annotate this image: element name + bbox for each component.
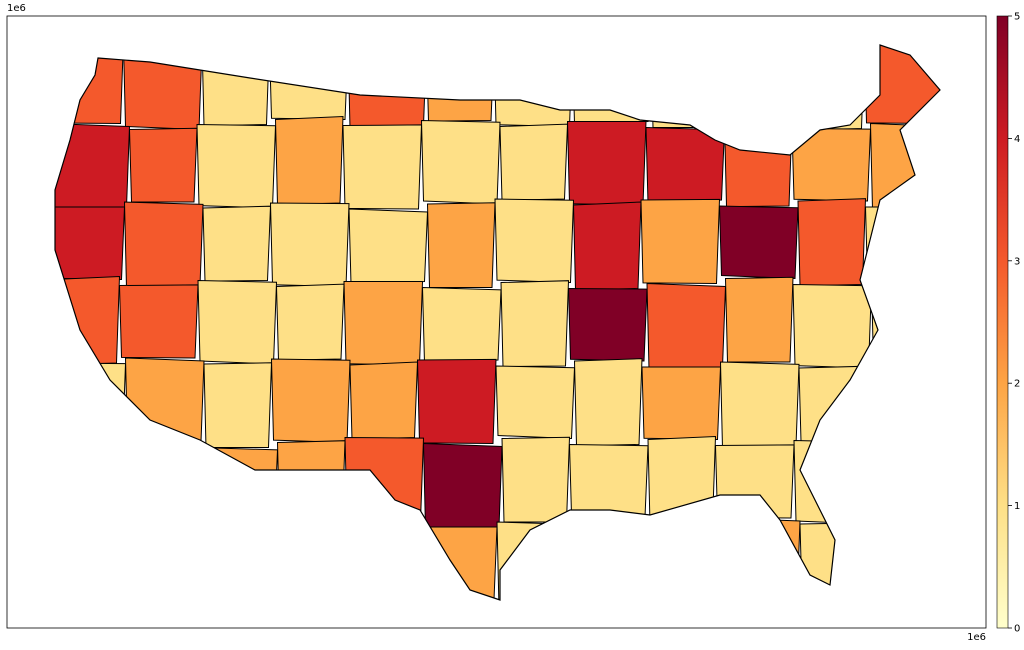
region: [198, 446, 279, 524]
region: [501, 436, 571, 523]
region: [276, 440, 346, 528]
region: [417, 526, 498, 600]
region: [275, 283, 345, 361]
region: [193, 518, 274, 600]
region: [494, 198, 575, 284]
region: [55, 122, 131, 210]
region: [347, 45, 428, 130]
region: [202, 205, 272, 282]
colorbar-tick-label: 1: [1014, 501, 1020, 512]
region: [724, 276, 794, 363]
region: [420, 119, 501, 205]
region: [349, 361, 419, 440]
region: [797, 198, 867, 287]
colorbar-tick-label: 5: [1014, 12, 1020, 23]
region: [646, 282, 727, 370]
region: [55, 45, 125, 125]
region: [426, 202, 496, 288]
x-offset-label: 1e6: [967, 632, 986, 643]
colorbar: [996, 15, 1009, 629]
region: [717, 49, 798, 124]
region: [642, 522, 723, 600]
region: [55, 518, 128, 600]
colorbar-tick-label: 2: [1014, 379, 1020, 390]
region: [866, 518, 940, 600]
region: [119, 441, 200, 526]
region: [647, 435, 717, 526]
region: [865, 362, 940, 448]
region: [870, 275, 940, 366]
region: [425, 45, 495, 122]
region: [422, 442, 503, 530]
region: [343, 281, 424, 366]
region: [566, 121, 647, 206]
region: [122, 45, 203, 131]
region: [123, 201, 204, 290]
region: [568, 443, 649, 518]
region: [567, 287, 648, 362]
region: [495, 365, 576, 440]
region: [640, 198, 721, 285]
colorbar-tick-label: 4: [1014, 134, 1020, 145]
region: [55, 362, 127, 448]
region: [869, 122, 940, 210]
region: [125, 521, 195, 600]
region: [203, 362, 273, 448]
region: [269, 202, 350, 288]
region: [55, 275, 121, 366]
region: [792, 283, 873, 369]
region: [719, 361, 800, 450]
region: [574, 514, 644, 600]
region: [571, 48, 652, 125]
region: [348, 208, 429, 285]
region: [128, 127, 198, 203]
region: [350, 518, 420, 600]
region: [196, 123, 277, 209]
region: [55, 443, 122, 521]
region: [572, 201, 642, 291]
region: [863, 45, 940, 125]
colorbar-tick-label: 3: [1014, 256, 1020, 267]
region: [641, 366, 722, 441]
colorbar-tick-label: 0: [1014, 624, 1020, 635]
region: [118, 284, 199, 359]
region: [421, 286, 502, 364]
regions: [55, 45, 940, 600]
region: [720, 517, 801, 600]
region: [271, 525, 352, 600]
region: [864, 206, 940, 281]
region: [791, 127, 872, 202]
region: [124, 357, 205, 445]
region: [796, 45, 866, 131]
region: [871, 443, 940, 521]
region: [274, 115, 344, 206]
region: [500, 280, 570, 368]
region: [650, 45, 720, 128]
region: [718, 205, 799, 280]
region: [201, 45, 271, 127]
region: [723, 120, 793, 208]
region: [270, 358, 351, 444]
region: [416, 358, 497, 445]
region: [714, 444, 795, 519]
region: [496, 521, 577, 600]
region: [342, 124, 423, 210]
region: [799, 522, 869, 597]
region: [197, 279, 278, 365]
region: [493, 45, 574, 128]
region: [573, 358, 643, 447]
region: [55, 206, 126, 281]
y-offset-label: 1e6: [7, 3, 26, 14]
region: [344, 436, 425, 522]
region: [499, 123, 569, 201]
axes-frame: [6, 15, 987, 629]
